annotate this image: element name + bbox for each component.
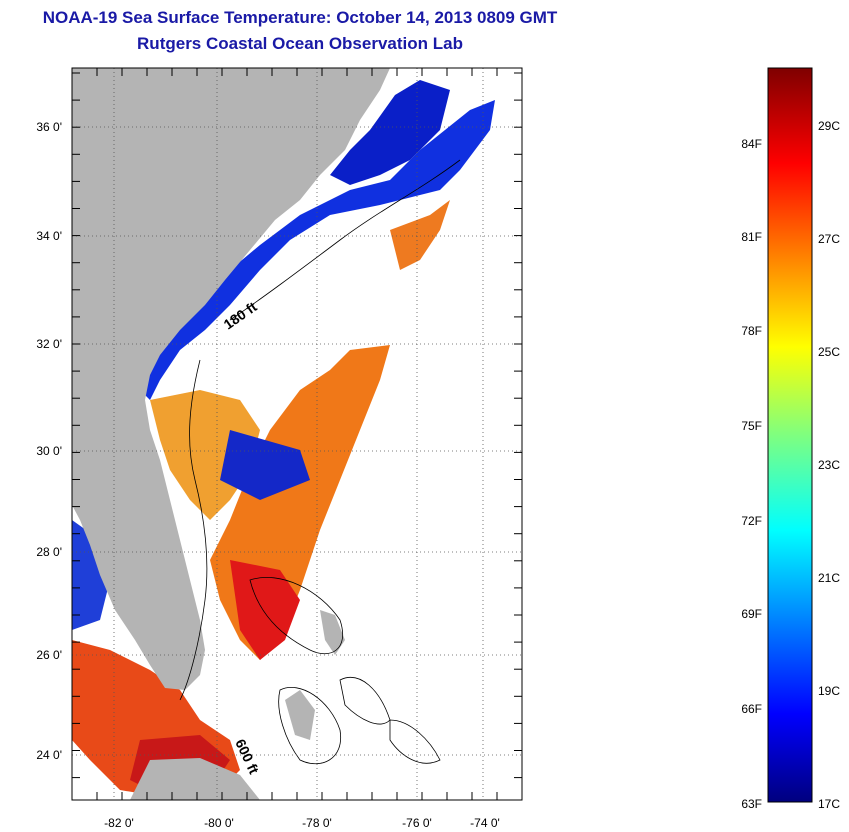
colorbar-c-label: 17C	[818, 797, 840, 811]
map-title: NOAA-19 Sea Surface Temperature: October…	[42, 8, 558, 27]
colorbar-c-label: 29C	[818, 119, 840, 133]
lat-lon-grid	[72, 68, 522, 800]
colorbar	[767, 67, 813, 803]
swath-cold-north	[140, 100, 495, 400]
lat-label: 28 0'	[36, 545, 62, 559]
lat-label: 26 0'	[36, 648, 62, 662]
colorbar-f-label: 66F	[741, 702, 762, 716]
latitude-labels: 36 0' 34 0' 32 0' 30 0' 28 0' 26 0' 24 0…	[36, 120, 62, 762]
swath-red-patch	[230, 560, 300, 660]
colorbar-c-label: 27C	[818, 232, 840, 246]
lon-label: -74 0'	[470, 816, 500, 830]
bathymetry-contours	[179, 159, 461, 765]
swath-cold-coastal	[330, 80, 450, 185]
lon-label: -78 0'	[302, 816, 332, 830]
colorbar-fahrenheit-labels: 84F 81F 78F 75F 72F 69F 66F 63F	[741, 137, 762, 811]
lat-label: 36 0'	[36, 120, 62, 134]
colorbar-c-label: 19C	[818, 684, 840, 698]
lon-label: -76 0'	[402, 816, 432, 830]
colorbar-f-label: 78F	[741, 324, 762, 338]
colorbar-c-label: 23C	[818, 458, 840, 472]
map-subtitle: Rutgers Coastal Ocean Observation Lab	[137, 34, 463, 53]
land-us	[72, 68, 390, 690]
colorbar-c-label: 21C	[818, 571, 840, 585]
longitude-labels: -82 0' -80 0' -78 0' -76 0' -74 0'	[104, 816, 500, 830]
land-andros	[285, 690, 315, 740]
lat-label: 32 0'	[36, 337, 62, 351]
colorbar-celsius-labels: 29C 27C 25C 23C 21C 19C 17C	[818, 119, 840, 811]
lat-label: 24 0'	[36, 748, 62, 762]
colorbar-f-label: 63F	[741, 797, 762, 811]
colorbar-f-label: 84F	[741, 137, 762, 151]
lon-label: -82 0'	[104, 816, 134, 830]
swath-cold-south	[220, 430, 310, 500]
colorbar-f-label: 81F	[741, 230, 762, 244]
colorbar-f-label: 75F	[741, 419, 762, 433]
swath-warm-offshore	[390, 200, 450, 270]
colorbar-f-label: 69F	[741, 607, 762, 621]
swath-warm-south	[150, 390, 260, 520]
lat-label: 30 0'	[36, 444, 62, 458]
land-cuba	[130, 758, 260, 800]
lon-label: -80 0'	[204, 816, 234, 830]
colorbar-c-label: 25C	[818, 345, 840, 359]
colorbar-f-label: 72F	[741, 514, 762, 528]
land-abaco	[320, 610, 345, 655]
lat-label: 34 0'	[36, 229, 62, 243]
